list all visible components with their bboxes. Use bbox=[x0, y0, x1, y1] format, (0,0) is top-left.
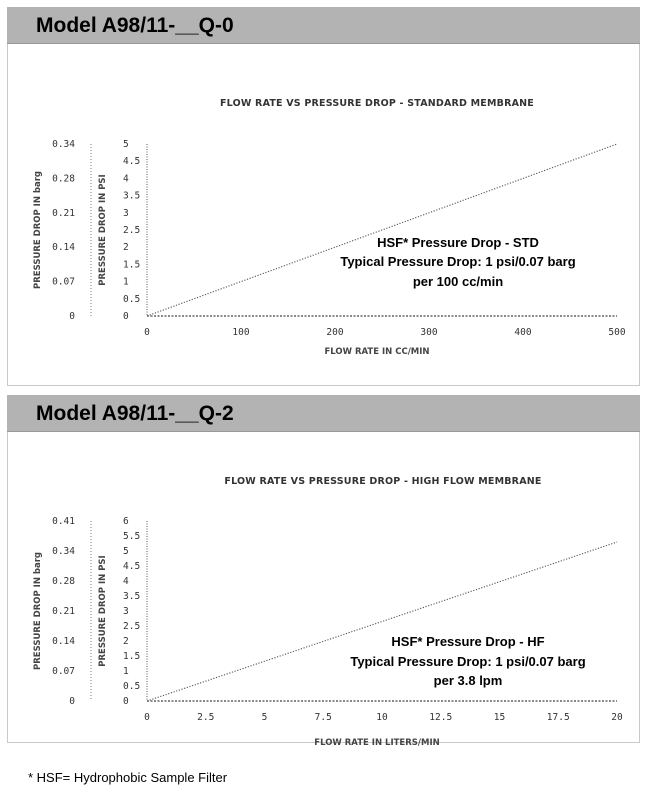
x-tick-label: 17.5 bbox=[547, 712, 570, 723]
y2-tick-label: 0.34 bbox=[52, 139, 75, 150]
x-tick-label: 2.5 bbox=[197, 712, 214, 723]
y-tick-label: 5.5 bbox=[123, 531, 140, 542]
y-tick-label: 1.5 bbox=[123, 651, 140, 662]
y2-axis-label: PRESSURE DROP IN barg bbox=[33, 552, 43, 670]
x-tick-label: 0 bbox=[144, 327, 150, 338]
y-tick-label: 2.5 bbox=[123, 621, 140, 632]
series-line bbox=[146, 541, 618, 702]
y-tick-label: 4 bbox=[123, 576, 129, 587]
chart-panel-q0 bbox=[7, 44, 640, 385]
y-tick-label: 1.5 bbox=[123, 259, 140, 270]
section-divider bbox=[7, 742, 640, 743]
y-tick-label: 2 bbox=[123, 242, 129, 253]
chart-panel-q2 bbox=[7, 432, 640, 742]
section-header-q2: Model A98/11-__Q-2 bbox=[7, 395, 640, 432]
y-tick-label: 6 bbox=[123, 516, 129, 527]
y2-tick-label: 0.21 bbox=[52, 606, 75, 617]
y-tick-label: 3 bbox=[123, 606, 129, 617]
chart-annotation: per 3.8 lpm bbox=[434, 673, 503, 688]
y2-tick-label: 0.41 bbox=[52, 516, 75, 527]
y-tick-label: 0.5 bbox=[123, 294, 140, 305]
x-axis-label: FLOW RATE IN CC/MIN bbox=[324, 347, 429, 357]
y-tick-label: 5 bbox=[123, 139, 129, 150]
y2-tick-label: 0.07 bbox=[52, 666, 75, 677]
y-tick-label: 4 bbox=[123, 173, 129, 184]
y-tick-label: 2.5 bbox=[123, 225, 140, 236]
series-line bbox=[146, 143, 618, 317]
chart-annotation: Typical Pressure Drop: 1 psi/0.07 barg bbox=[350, 654, 585, 669]
y2-tick-label: 0.14 bbox=[52, 636, 75, 647]
x-tick-label: 300 bbox=[420, 327, 437, 338]
y-tick-label: 1 bbox=[123, 277, 129, 288]
x-tick-label: 12.5 bbox=[429, 712, 452, 723]
chart-annotation: per 100 cc/min bbox=[413, 274, 503, 289]
y-tick-label: 0.5 bbox=[123, 681, 140, 692]
y2-tick-label: 0.14 bbox=[52, 242, 75, 253]
y2-tick-label: 0.07 bbox=[52, 277, 75, 288]
x-tick-label: 0 bbox=[144, 712, 150, 723]
footnote: * HSF= Hydrophobic Sample Filter bbox=[28, 770, 228, 785]
y-axis-label: PRESSURE DROP IN PSI bbox=[98, 174, 108, 285]
chart-annotation: HSF* Pressure Drop - HF bbox=[391, 634, 544, 649]
chart-annotation: Typical Pressure Drop: 1 psi/0.07 barg bbox=[340, 254, 575, 269]
x-axis-label: FLOW RATE IN LITERS/MIN bbox=[314, 738, 439, 748]
chart-title: FLOW RATE VS PRESSURE DROP - STANDARD ME… bbox=[220, 98, 534, 109]
x-tick-label: 200 bbox=[326, 327, 343, 338]
x-tick-label: 7.5 bbox=[315, 712, 332, 723]
x-tick-label: 400 bbox=[514, 327, 531, 338]
y-tick-label: 5 bbox=[123, 546, 129, 557]
y2-tick-label: 0.28 bbox=[52, 576, 75, 587]
section-divider bbox=[7, 385, 640, 386]
x-tick-label: 100 bbox=[232, 327, 249, 338]
y2-tick-label: 0 bbox=[69, 696, 75, 707]
y-tick-label: 3.5 bbox=[123, 191, 140, 202]
y-tick-label: 0 bbox=[123, 311, 129, 322]
y2-tick-label: 0.21 bbox=[52, 208, 75, 219]
y-tick-label: 0 bbox=[123, 696, 129, 707]
y2-tick-label: 0.34 bbox=[52, 546, 75, 557]
y-tick-label: 4.5 bbox=[123, 156, 140, 167]
y-tick-label: 3.5 bbox=[123, 591, 140, 602]
section-header-q0: Model A98/11-__Q-0 bbox=[7, 7, 640, 44]
x-tick-label: 5 bbox=[262, 712, 268, 723]
x-tick-label: 10 bbox=[376, 712, 388, 723]
y2-tick-label: 0.28 bbox=[52, 173, 75, 184]
chart-annotation: HSF* Pressure Drop - STD bbox=[377, 235, 539, 250]
y-tick-label: 3 bbox=[123, 208, 129, 219]
y-tick-label: 4.5 bbox=[123, 561, 140, 572]
y2-axis-label: PRESSURE DROP IN barg bbox=[33, 171, 43, 289]
y-tick-label: 1 bbox=[123, 666, 129, 677]
chart-title: FLOW RATE VS PRESSURE DROP - HIGH FLOW M… bbox=[224, 476, 541, 487]
y2-tick-label: 0 bbox=[69, 311, 75, 322]
x-tick-label: 20 bbox=[611, 712, 623, 723]
y-tick-label: 2 bbox=[123, 636, 129, 647]
x-tick-label: 15 bbox=[494, 712, 505, 723]
x-tick-label: 500 bbox=[608, 327, 625, 338]
y-axis-label: PRESSURE DROP IN PSI bbox=[98, 555, 108, 666]
